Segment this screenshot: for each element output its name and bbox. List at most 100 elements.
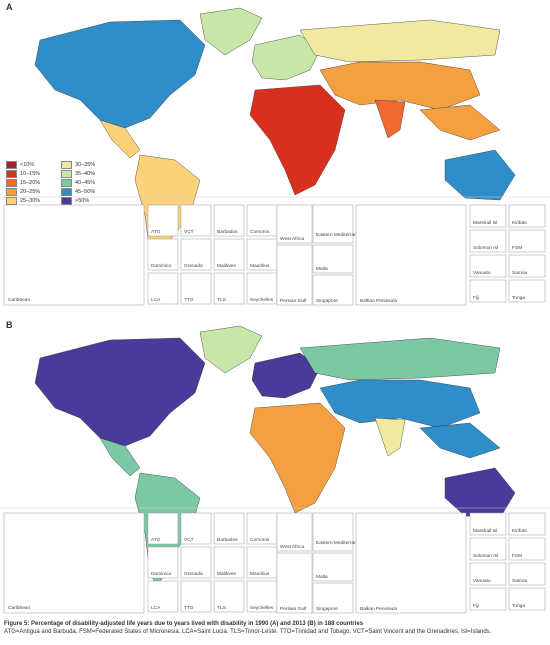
island-inset — [508, 587, 546, 611]
island-inset — [180, 238, 212, 271]
island-inset — [246, 546, 278, 579]
inset-label: Seychelles — [250, 605, 274, 611]
inset-label: Solomon Isl — [473, 553, 498, 559]
island-inset — [213, 272, 245, 305]
caption-title: Figure 5: Percentage of disability-adjus… — [4, 621, 364, 627]
inset-label: FSM — [512, 553, 522, 559]
inset-label: Dominica — [151, 571, 171, 577]
legend-label: <10% — [20, 161, 35, 168]
singapore-inset — [312, 582, 354, 614]
island-inset — [469, 229, 507, 253]
inset-label: Fiji — [473, 603, 479, 609]
inset-label: Kiribati — [512, 528, 527, 534]
inset-label: ATG — [151, 537, 161, 543]
inset-label: TTO — [184, 605, 194, 611]
inset-label: Grenada — [184, 263, 203, 269]
insets-b: Caribbean ATG VCT Barbados Comoros Dominica G… — [3, 512, 546, 614]
island-inset — [469, 204, 507, 228]
island-inset — [147, 580, 179, 613]
island-inset — [213, 238, 245, 271]
inset-label: Marshall Isl — [473, 528, 497, 534]
inset-label: Comoros — [250, 537, 270, 543]
island-inset — [147, 512, 179, 545]
australia — [444, 149, 516, 201]
eastern-med-inset — [312, 512, 354, 552]
inset-label: Malta — [316, 266, 328, 272]
island-inset — [180, 512, 212, 545]
inset-label: Samoa — [512, 578, 528, 584]
island-inset — [246, 272, 278, 305]
greenland — [199, 325, 263, 374]
inset-label: Eastern Mediterranean — [316, 232, 365, 238]
greenland — [199, 7, 263, 56]
middle-east-asia — [319, 379, 481, 429]
legend-label: 30–35% — [75, 161, 96, 168]
inset-label: Balkan Peninsula — [360, 606, 397, 612]
balkan-inset — [355, 512, 467, 614]
balkan-inset — [355, 204, 467, 306]
inset-label: Dominica — [151, 263, 171, 269]
south-asia — [374, 99, 406, 139]
inset-label: TTO — [184, 297, 194, 303]
inset-label: VCT — [184, 229, 194, 235]
small-insets: ATG VCT Barbados Comoros Dominica Grenada Mald… — [147, 512, 278, 613]
europe — [251, 352, 321, 399]
legend-swatch — [6, 169, 17, 178]
island-inset — [508, 537, 546, 561]
legend-item: <10% — [6, 160, 61, 169]
eastern-med-inset — [312, 204, 354, 244]
island-inset — [213, 204, 245, 237]
southeast-asia — [419, 422, 501, 459]
legend-item: 35–40% — [61, 169, 116, 178]
legend-swatch — [6, 160, 17, 169]
panel-letter: B — [6, 320, 13, 330]
island-inset — [147, 272, 179, 305]
south-asia — [374, 417, 406, 457]
legend-item: 30–35% — [61, 160, 116, 169]
island-inset — [246, 512, 278, 545]
island-inset — [147, 204, 179, 237]
legend: <10% 30–35% 10–15% 35–40% 15–20% 40–45% 20–25%… — [6, 160, 116, 205]
island-inset — [180, 272, 212, 305]
inset-label: Maldives — [217, 263, 237, 269]
caribbean-inset — [3, 512, 145, 614]
inset-label: Tonga — [512, 603, 525, 609]
inset-label: ATG — [151, 229, 161, 235]
europe — [251, 34, 321, 81]
island-inset — [246, 238, 278, 271]
legend-swatch — [61, 187, 72, 196]
legend-item: 20–25% — [6, 187, 61, 196]
figure-caption: Figure 5: Percentage of disability-adjus… — [4, 620, 549, 636]
legend-swatch — [61, 196, 72, 205]
island-inset — [213, 512, 245, 545]
legend-label: 25–30% — [20, 197, 41, 204]
inset-label: West Africa — [280, 236, 305, 242]
inset-label: Tonga — [512, 295, 525, 301]
legend-label: 40–45% — [75, 179, 96, 186]
inset-label: Kiribati — [512, 220, 527, 226]
panel-letter: A — [6, 2, 13, 12]
legend-label: >50% — [75, 197, 90, 204]
inset-label: Mauritius — [250, 571, 270, 577]
island-inset — [508, 512, 546, 536]
island-inset — [469, 587, 507, 611]
legend-label: 10–15% — [20, 170, 41, 177]
australia — [444, 467, 516, 519]
legend-item: >50% — [61, 196, 116, 205]
legend-swatch — [61, 178, 72, 187]
persian-gulf-inset — [276, 552, 313, 614]
legend-swatch — [6, 178, 17, 187]
world-map-b: Caribbean ATG VCT Barbados Comoros Dominica G… — [0, 325, 550, 614]
inset-label: Samoa — [512, 270, 528, 276]
persian-gulf-inset — [276, 244, 313, 306]
legend-swatch — [6, 196, 17, 205]
north-america — [34, 19, 206, 129]
panel-b: B Caribbean ATG VCT Barbados Comoros Dominic… — [0, 318, 550, 618]
inset-label: Singapore — [316, 606, 338, 612]
inset-label: FSM — [512, 245, 522, 251]
legend-item: 25–30% — [6, 196, 61, 205]
singapore-inset — [312, 274, 354, 306]
island-inset — [246, 580, 278, 613]
inset-label: VCT — [184, 537, 194, 543]
africa — [249, 402, 346, 514]
